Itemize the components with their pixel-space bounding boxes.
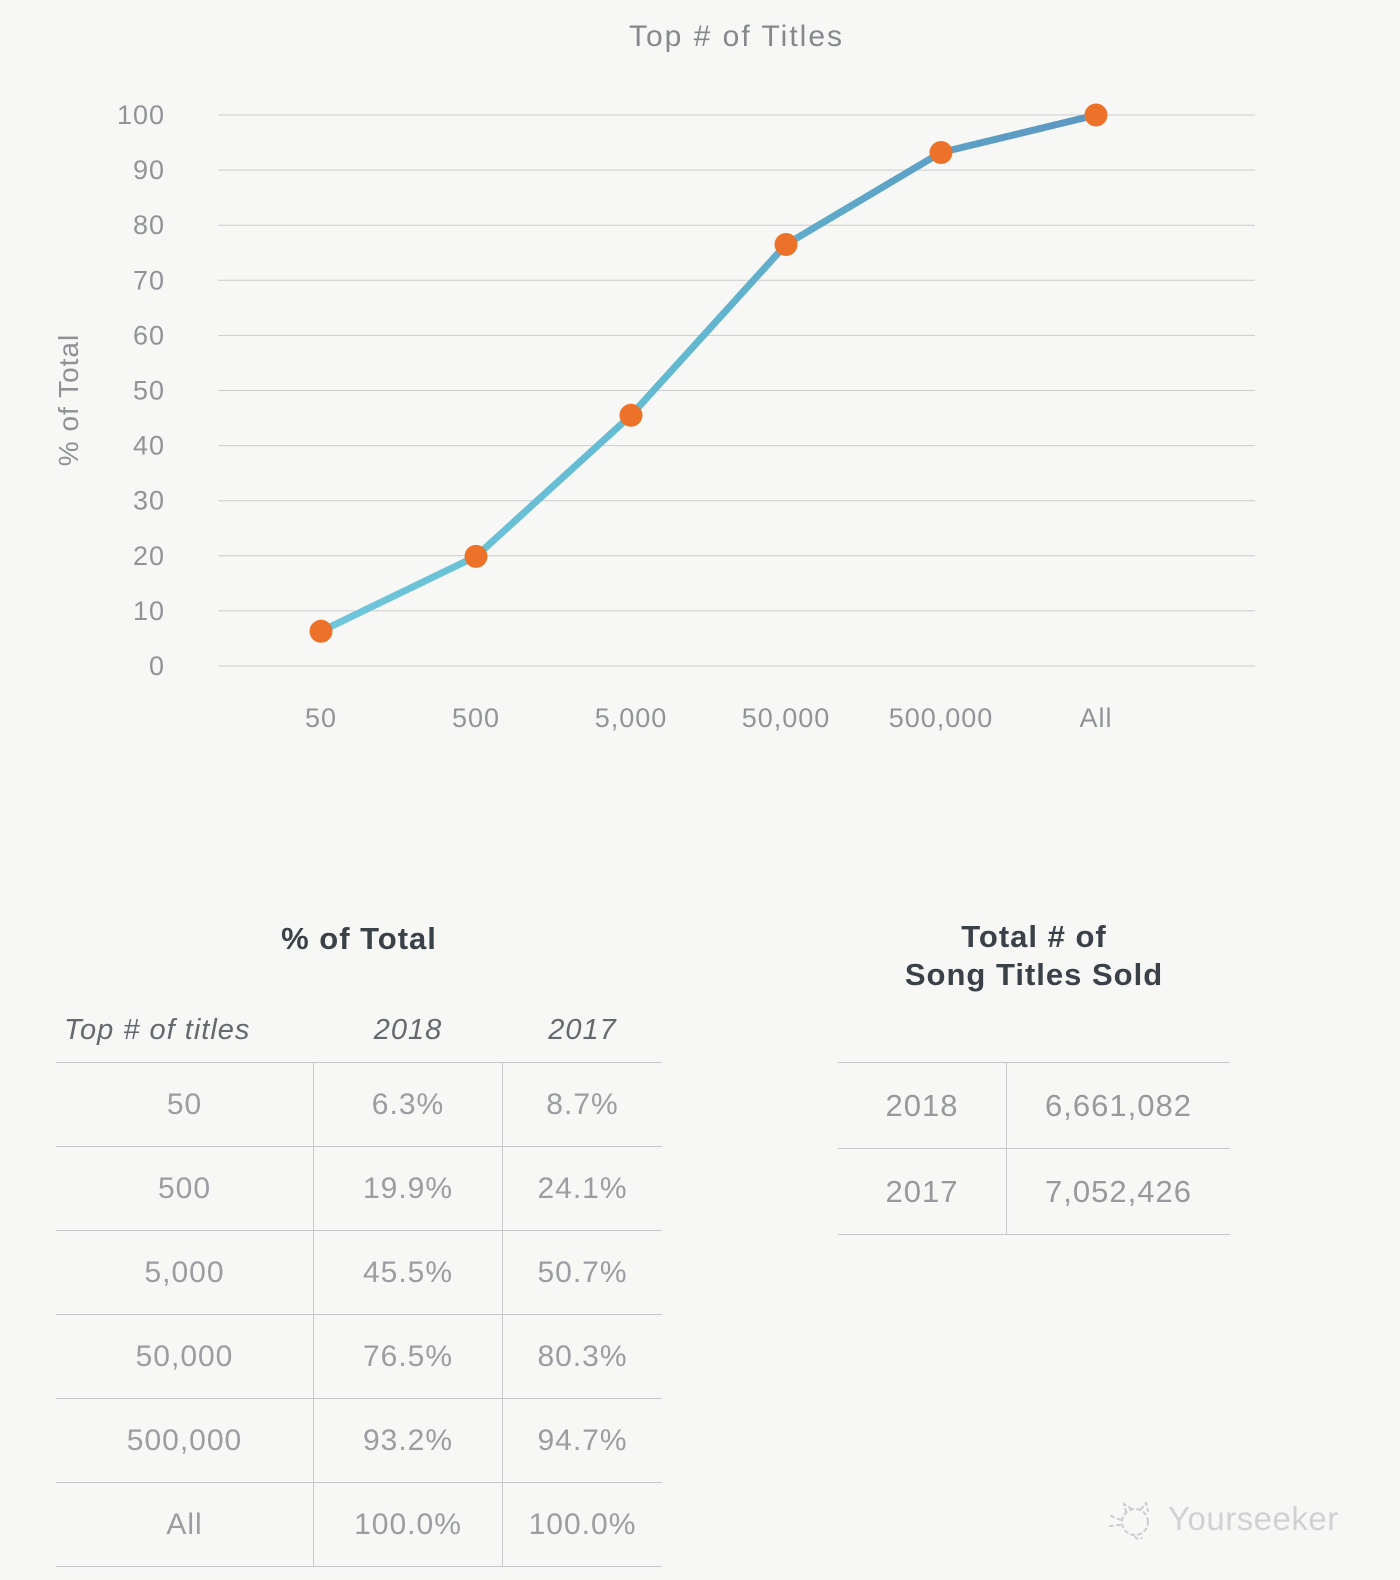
x-tick-label: 500,000 (889, 703, 994, 733)
cell-total-sold: 6,661,082 (1045, 1088, 1192, 1123)
cell-2018: 19.9% (313, 1146, 503, 1231)
y-tick-label: 20 (133, 541, 165, 571)
cell-2017: 8.7% (503, 1062, 662, 1147)
table-row: 500,000 93.2% 94.7% (56, 1398, 662, 1483)
data-point-marker (619, 403, 643, 427)
cell-year: 2017 (838, 1149, 1007, 1234)
cell-2018: 100.0% (313, 1482, 503, 1567)
watermark: Yourseeker (1108, 1496, 1339, 1542)
column-header-2018: 2018 (373, 1014, 443, 1046)
y-axis-tick-labels: 0 10 20 30 40 50 60 70 80 90 100 (117, 100, 165, 681)
x-axis-tick-labels: 50 500 5,000 50,000 500,000 All (305, 703, 1112, 733)
y-tick-label: 30 (133, 486, 165, 516)
y-tick-label: 100 (117, 100, 165, 130)
y-tick-label: 70 (133, 265, 165, 295)
totals-table: 2018 6,661,082 2017 7,052,426 (838, 1062, 1230, 1235)
cell-top-titles: 50,000 (56, 1314, 313, 1399)
cell-2018: 93.2% (313, 1398, 503, 1483)
cell-year: 2018 (838, 1063, 1007, 1148)
cell-2018: 45.5% (313, 1230, 503, 1315)
table-row: All 100.0% 100.0% (56, 1482, 662, 1567)
yourseeker-cat-icon (1109, 1500, 1149, 1540)
x-tick-label: 50 (305, 703, 337, 733)
y-tick-label: 10 (133, 596, 165, 626)
cell-total-sold: 7,052,426 (1045, 1174, 1192, 1209)
cell-top-titles: All (56, 1482, 313, 1567)
table-row: 500 19.9% 24.1% (56, 1146, 662, 1231)
chart-title: Top # of Titles (628, 20, 845, 53)
cell-top-titles: 500,000 (56, 1398, 313, 1483)
table-row: 50 6.3% 8.7% (56, 1062, 662, 1147)
y-tick-label: 0 (149, 651, 165, 681)
series-line-2018 (317, 111, 1100, 635)
y-tick-label: 90 (133, 155, 165, 185)
column-header-top-titles: Top # of titles (64, 1014, 251, 1046)
watermark-label: Yourseeker (1168, 1500, 1339, 1537)
data-point-marker (929, 140, 953, 164)
totals-table-title-line2: Song Titles Sold (904, 957, 1164, 992)
y-tick-label: 50 (133, 376, 165, 406)
cell-2018: 6.3% (313, 1062, 503, 1147)
table-row: 50,000 76.5% 80.3% (56, 1314, 662, 1399)
data-point-marker (774, 232, 798, 256)
x-tick-label: 5,000 (595, 703, 668, 733)
y-tick-label: 80 (133, 210, 165, 240)
gridlines (218, 114, 1255, 667)
totals-table-title: Total # of Song Titles Sold (838, 918, 1230, 994)
data-point-marker (1084, 103, 1108, 127)
percent-table-header: Top # of titles 2018 2017 (56, 1008, 662, 1062)
column-header-2017: 2017 (548, 1014, 617, 1046)
cell-top-titles: 500 (56, 1146, 313, 1231)
percent-table: 50 6.3% 8.7% 500 19.9% 24.1% 5,000 45.5%… (56, 1062, 662, 1567)
cell-2017: 80.3% (503, 1314, 662, 1399)
table-row: 2018 6,661,082 (838, 1063, 1230, 1148)
cell-2018: 76.5% (313, 1314, 503, 1399)
y-axis-title: % of Total (53, 334, 84, 466)
cell-2017: 94.7% (503, 1398, 662, 1483)
cell-top-titles: 5,000 (56, 1230, 313, 1315)
y-tick-label: 60 (133, 320, 165, 350)
x-tick-label: All (1079, 703, 1112, 733)
data-point-marker (464, 544, 488, 568)
y-tick-label: 40 (133, 431, 165, 461)
totals-table-title-line1: Total # of (961, 919, 1107, 954)
cell-top-titles: 50 (56, 1062, 313, 1147)
table-row: 5,000 45.5% 50.7% (56, 1230, 662, 1315)
data-series (309, 103, 1108, 643)
cell-2017: 24.1% (503, 1146, 662, 1231)
x-tick-label: 500 (452, 703, 500, 733)
percent-table-title: % of Total (281, 921, 437, 956)
table-row: 2017 7,052,426 (838, 1148, 1230, 1234)
x-tick-label: 50,000 (742, 703, 831, 733)
data-point-marker (309, 619, 333, 643)
cell-2017: 50.7% (503, 1230, 662, 1315)
cell-2017: 100.0% (503, 1482, 662, 1567)
